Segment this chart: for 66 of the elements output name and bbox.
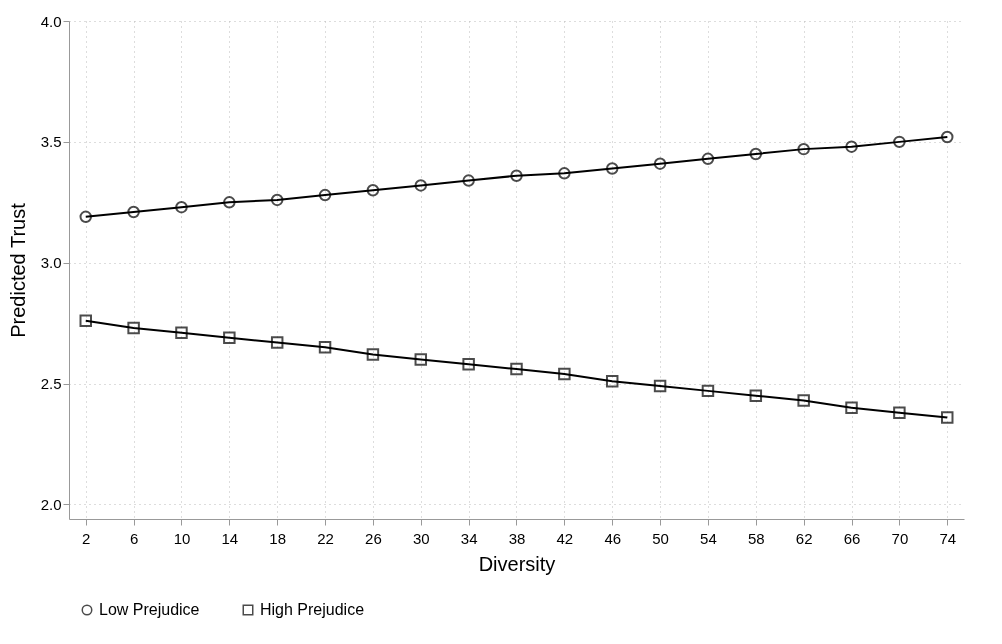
x-tick-label: 34	[460, 529, 478, 547]
legend-label: Low Prejudice	[99, 601, 200, 618]
x-tick-label: 38	[508, 529, 526, 547]
y-tick-label: 2.0	[40, 496, 62, 513]
point	[127, 205, 140, 219]
x-tick-label: 58	[747, 529, 765, 547]
point	[941, 411, 954, 424]
x-tick-label: 54	[700, 529, 717, 547]
point	[893, 135, 906, 149]
y-tick-label: 3.5	[40, 133, 62, 151]
point	[605, 374, 619, 388]
point	[175, 326, 188, 340]
point	[366, 183, 380, 197]
point	[558, 167, 571, 180]
x-tick-label: 74	[939, 529, 957, 547]
point	[701, 384, 715, 398]
point	[79, 314, 92, 328]
point	[270, 336, 284, 349]
x-tick-label: 66	[843, 529, 861, 547]
point	[79, 210, 92, 224]
point	[893, 406, 906, 419]
point	[318, 188, 332, 202]
point	[701, 152, 715, 166]
x-tick-label: 70	[891, 529, 909, 547]
point	[797, 394, 810, 407]
point	[414, 353, 428, 366]
legend-label: High Prejudice	[260, 601, 365, 618]
point	[797, 142, 810, 156]
point	[318, 341, 332, 354]
point	[414, 179, 428, 192]
x-tick-label: 30	[412, 529, 430, 547]
point	[270, 193, 284, 207]
x-tick-label: 46	[604, 529, 622, 547]
x-tick-label: 14	[221, 529, 239, 547]
point	[462, 358, 475, 371]
point	[558, 367, 571, 381]
x-tick-label: 42	[556, 529, 574, 547]
point	[845, 140, 858, 153]
x-tick-label: 10	[173, 529, 191, 547]
x-tick-label: 26	[365, 529, 382, 547]
x-tick-label: 62	[795, 529, 813, 547]
point	[223, 196, 236, 209]
x-axis-title: Diversity	[478, 552, 556, 575]
point	[845, 401, 858, 415]
x-tick-label: 50	[652, 529, 669, 547]
point	[605, 162, 619, 175]
point	[749, 147, 763, 161]
point	[175, 200, 188, 214]
point	[510, 169, 523, 182]
x-tick-label: 22	[317, 529, 334, 547]
point	[510, 362, 523, 376]
y-axis-title: Predicted Trust	[6, 202, 29, 338]
point	[653, 379, 667, 393]
y-tick-label: 3.0	[40, 254, 62, 272]
y-tick-label: 4.0	[40, 12, 62, 30]
y-tick-label: 2.5	[40, 375, 62, 393]
point	[223, 331, 236, 344]
point	[653, 157, 667, 170]
point	[366, 348, 380, 361]
point	[462, 174, 475, 187]
x-tick-label: 6	[129, 529, 139, 547]
point	[749, 389, 763, 402]
point	[941, 130, 954, 144]
x-tick-label: 18	[269, 529, 287, 547]
point	[127, 321, 140, 335]
x-tick-label: 2	[82, 529, 91, 547]
